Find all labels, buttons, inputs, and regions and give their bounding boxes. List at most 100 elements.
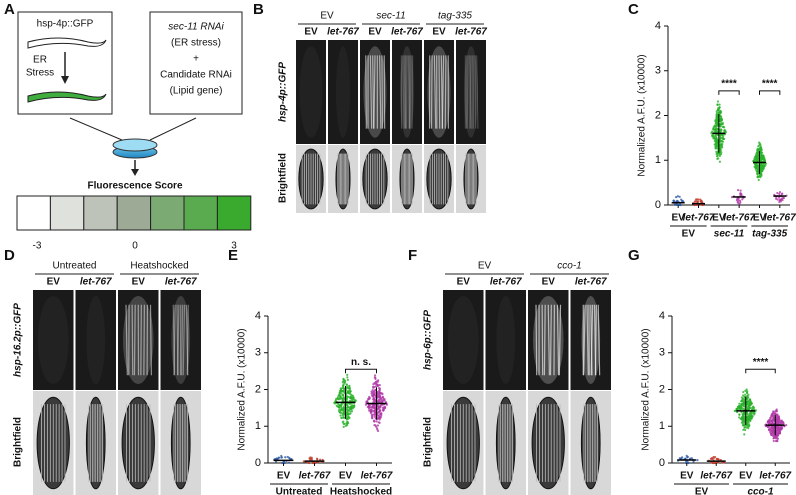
dot bbox=[336, 402, 340, 405]
stress-1: ER bbox=[33, 55, 47, 66]
worm-green bbox=[27, 91, 107, 103]
gfp-stripe bbox=[411, 55, 414, 129]
dot bbox=[341, 414, 345, 417]
dot bbox=[685, 460, 688, 463]
dot bbox=[736, 411, 739, 414]
dot bbox=[715, 457, 719, 460]
gfp-stripe bbox=[369, 55, 373, 129]
y-axis-label: Normalized A.F.U. (x10000) bbox=[641, 328, 652, 450]
dot bbox=[345, 383, 348, 386]
gfp-stripe bbox=[444, 55, 447, 129]
dot bbox=[741, 198, 744, 201]
dot bbox=[676, 195, 679, 198]
dot bbox=[716, 157, 719, 160]
dot bbox=[743, 402, 746, 405]
score-cell bbox=[16, 195, 51, 231]
dot bbox=[336, 405, 339, 408]
x-tick-label: EV bbox=[712, 213, 726, 224]
group-label: tag-335 bbox=[752, 229, 787, 240]
condition: sec-11 bbox=[376, 11, 405, 22]
dot bbox=[378, 417, 381, 420]
dot bbox=[772, 422, 776, 425]
dot bbox=[752, 405, 755, 408]
score-tick: 3 bbox=[231, 241, 237, 252]
y-tick-label: 0 bbox=[659, 457, 665, 469]
gfp-stripe bbox=[186, 304, 189, 376]
dot bbox=[339, 387, 342, 390]
dot bbox=[347, 416, 351, 419]
dot bbox=[375, 420, 378, 423]
dot bbox=[758, 144, 761, 147]
dot bbox=[743, 405, 746, 408]
dot bbox=[377, 387, 381, 390]
row-label: hsp-6p::GFP bbox=[423, 310, 434, 370]
dot bbox=[374, 382, 377, 385]
dot bbox=[714, 127, 718, 130]
dot bbox=[302, 460, 305, 463]
y-axis-label: Normalized A.F.U. (x10000) bbox=[637, 54, 648, 176]
gfp-stripe bbox=[512, 305, 513, 375]
gfp-stripe bbox=[549, 304, 552, 376]
dot bbox=[345, 408, 349, 411]
dot bbox=[716, 103, 719, 106]
strain: EV bbox=[304, 27, 318, 38]
dot bbox=[721, 136, 725, 139]
worm-gfp bbox=[463, 46, 479, 138]
dot bbox=[756, 176, 759, 179]
dot bbox=[777, 417, 780, 420]
strain: let-767 bbox=[455, 27, 487, 38]
y-tick-label: 3 bbox=[655, 65, 661, 77]
dot bbox=[341, 386, 345, 390]
dot bbox=[758, 141, 761, 144]
dot bbox=[713, 140, 716, 143]
gfp-image bbox=[485, 290, 526, 390]
rnai-1: sec-11 RNAi bbox=[168, 22, 224, 33]
dot bbox=[711, 130, 714, 133]
dot bbox=[673, 203, 677, 206]
rnai-3: + bbox=[193, 54, 199, 65]
dot bbox=[350, 410, 354, 413]
dot bbox=[712, 137, 715, 140]
dot bbox=[351, 407, 355, 410]
dot bbox=[747, 407, 750, 410]
box bbox=[17, 11, 113, 115]
dot bbox=[347, 422, 350, 425]
dot bbox=[376, 424, 380, 427]
dot bbox=[745, 388, 748, 391]
dot bbox=[737, 189, 740, 192]
strain: EV bbox=[132, 277, 146, 288]
dot bbox=[723, 126, 726, 129]
gfp-stripe bbox=[131, 304, 134, 376]
gfp-stripe bbox=[476, 55, 479, 129]
dot bbox=[718, 152, 721, 155]
dot bbox=[365, 400, 368, 403]
condition: cco-1 bbox=[557, 261, 581, 272]
score-cell bbox=[150, 195, 185, 231]
dot bbox=[686, 461, 690, 465]
condition: EV bbox=[478, 261, 492, 272]
score-cell bbox=[183, 195, 218, 231]
dot bbox=[741, 394, 745, 397]
gfp-stripe bbox=[407, 55, 411, 129]
significance-bracket bbox=[745, 368, 776, 374]
dot bbox=[341, 381, 344, 384]
gfp-stripe bbox=[173, 304, 176, 376]
dot bbox=[752, 159, 755, 163]
dot bbox=[769, 429, 772, 432]
dot bbox=[347, 408, 351, 412]
dot bbox=[739, 199, 742, 202]
dot bbox=[763, 159, 766, 162]
significance-bracket bbox=[345, 368, 377, 374]
dot bbox=[737, 405, 741, 409]
worm-gfp bbox=[335, 46, 351, 138]
x-tick-label: let-767 bbox=[764, 213, 796, 224]
dot bbox=[748, 405, 751, 408]
dot bbox=[372, 386, 375, 389]
dot bbox=[374, 407, 377, 410]
dot bbox=[695, 203, 698, 207]
strain: let-767 bbox=[490, 277, 522, 288]
dot bbox=[379, 413, 382, 416]
dot bbox=[346, 405, 350, 408]
dot bbox=[747, 393, 750, 396]
dot bbox=[780, 419, 783, 422]
